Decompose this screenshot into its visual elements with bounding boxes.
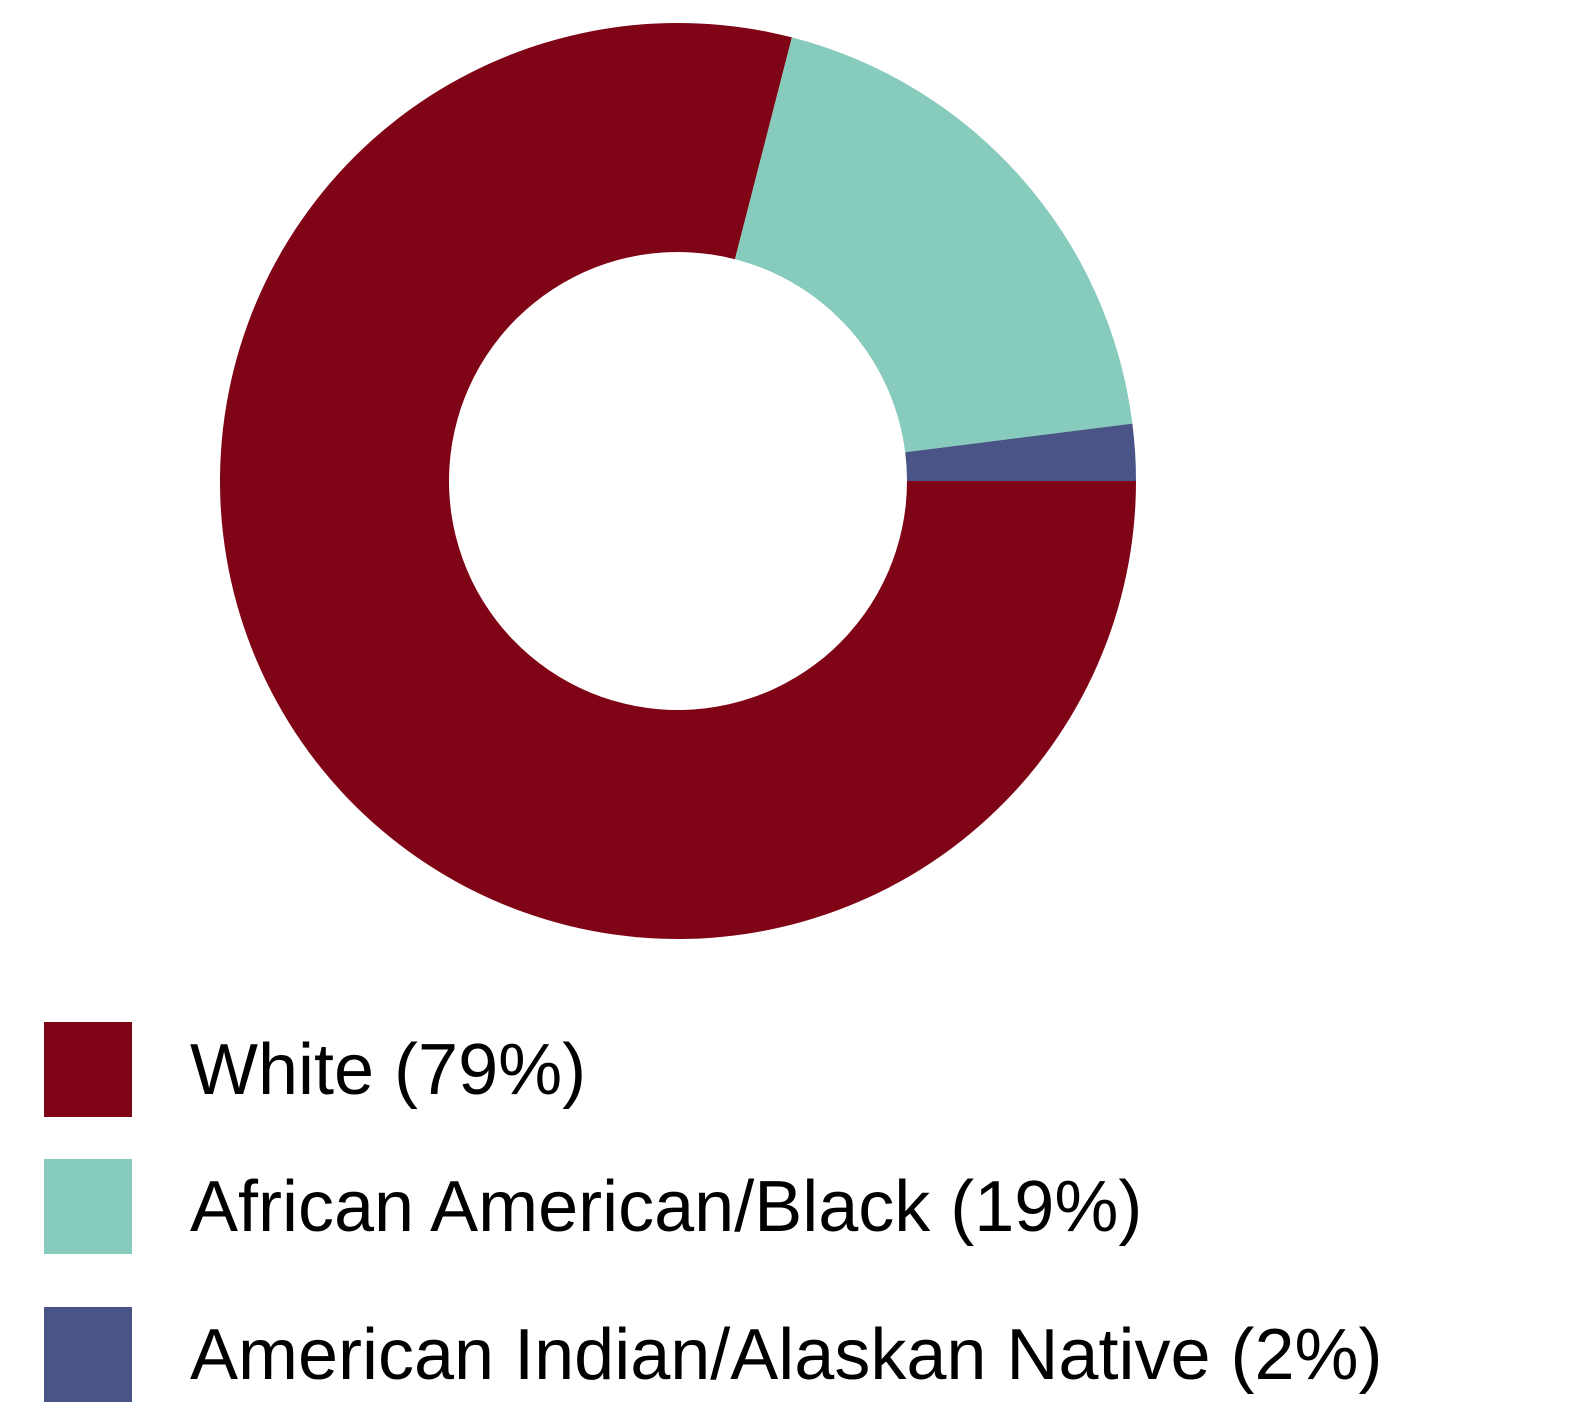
- donut-slice: [220, 22, 1136, 940]
- legend-label: White (79%): [190, 1030, 586, 1110]
- legend-swatch: [44, 1159, 132, 1254]
- donut-slice: [905, 423, 1136, 481]
- donut-slice: [734, 37, 1133, 453]
- legend-swatch: [44, 1022, 132, 1117]
- legend-label: African American/Black (19%): [190, 1167, 1142, 1247]
- legend-swatch: [44, 1307, 132, 1402]
- legend-label: American Indian/Alaskan Native (2%): [190, 1315, 1383, 1395]
